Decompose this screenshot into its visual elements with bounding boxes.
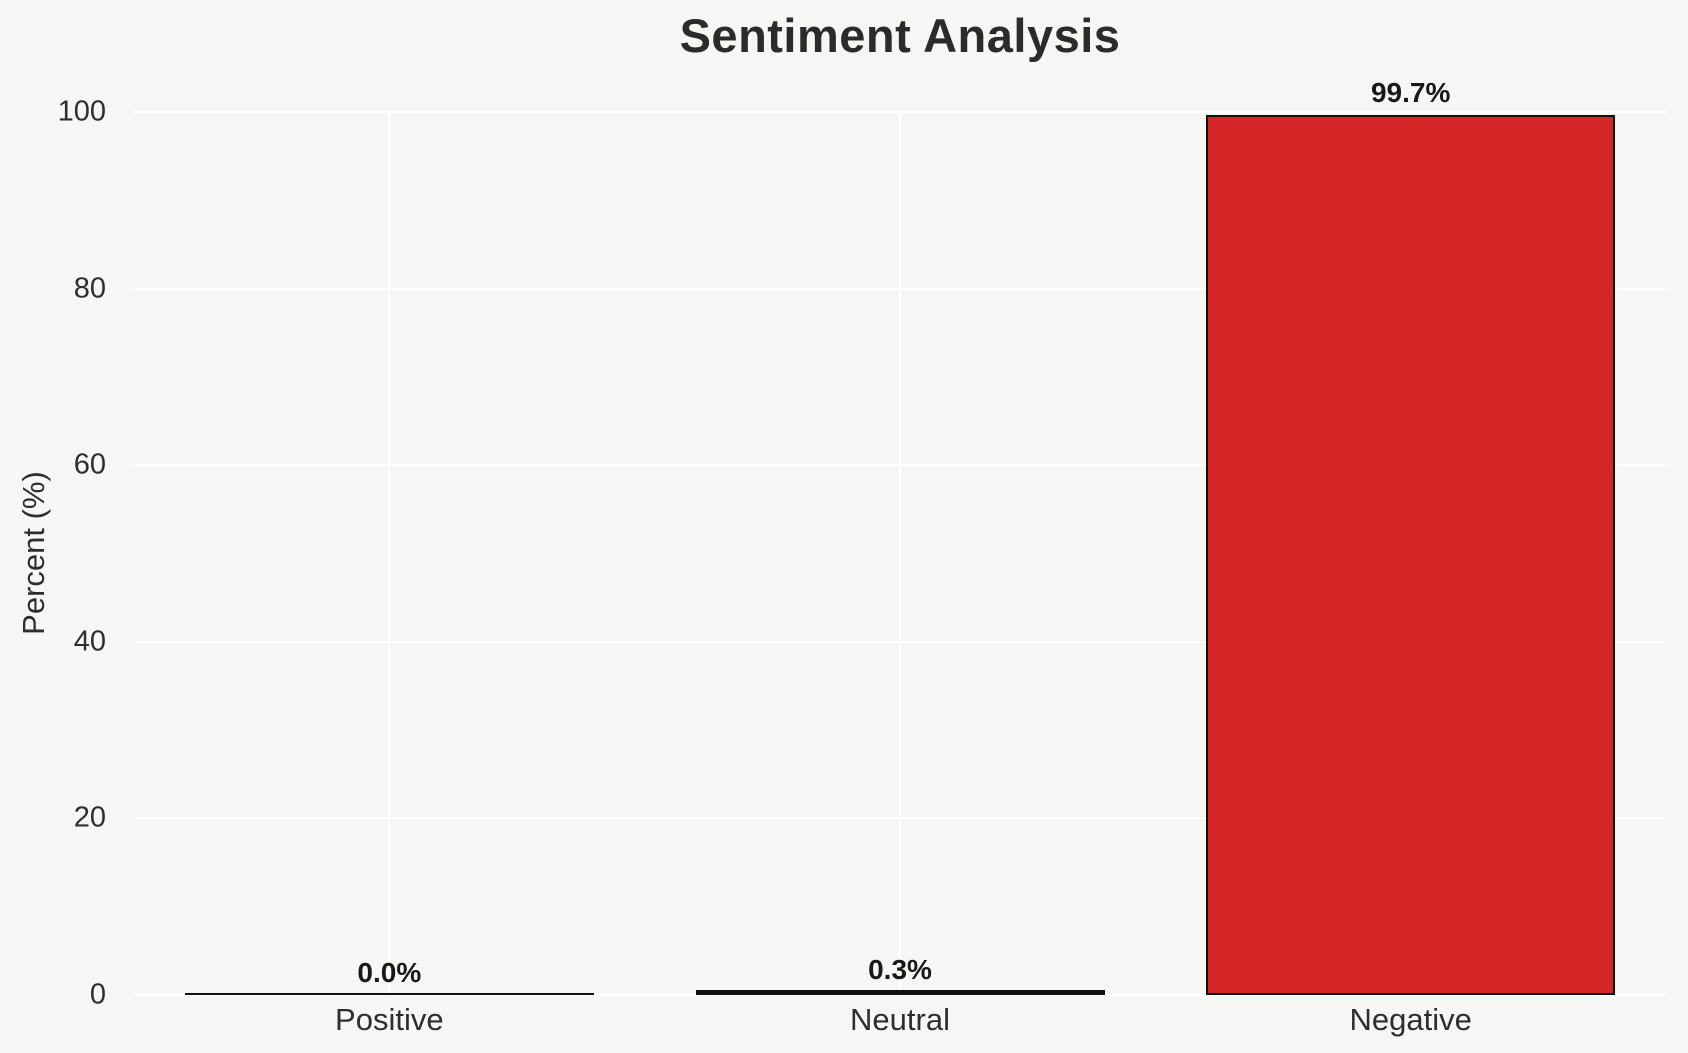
- y-tick-label: 80: [73, 272, 106, 305]
- bar-positive: [185, 993, 594, 995]
- v-gridline-neutral: [899, 112, 901, 995]
- bar-negative: [1206, 115, 1615, 995]
- y-tick-label: 40: [73, 625, 106, 658]
- y-tick-label: 60: [73, 448, 106, 481]
- y-axis-label: Percent (%): [16, 471, 51, 635]
- y-tick-label: 0: [89, 978, 106, 1011]
- plot-area: 0.0% 0.3% 99.7%: [134, 77, 1666, 996]
- chart-title: Sentiment Analysis: [679, 9, 1121, 62]
- v-gridline-positive: [388, 112, 391, 995]
- x-tick-label-neutral: Neutral: [850, 1002, 950, 1037]
- bar-neutral: [696, 990, 1105, 995]
- x-tick-label-positive: Positive: [335, 1002, 444, 1037]
- bar-value-label: 99.7%: [1370, 77, 1451, 108]
- h-gridline-0: [134, 994, 1666, 996]
- bar-value-label: 0.3%: [868, 954, 932, 985]
- bar-value-label: 0.0%: [357, 957, 422, 988]
- y-tick-label: 100: [57, 95, 106, 128]
- y-tick-label: 20: [73, 801, 106, 834]
- x-tick-label-negative: Negative: [1349, 1002, 1472, 1037]
